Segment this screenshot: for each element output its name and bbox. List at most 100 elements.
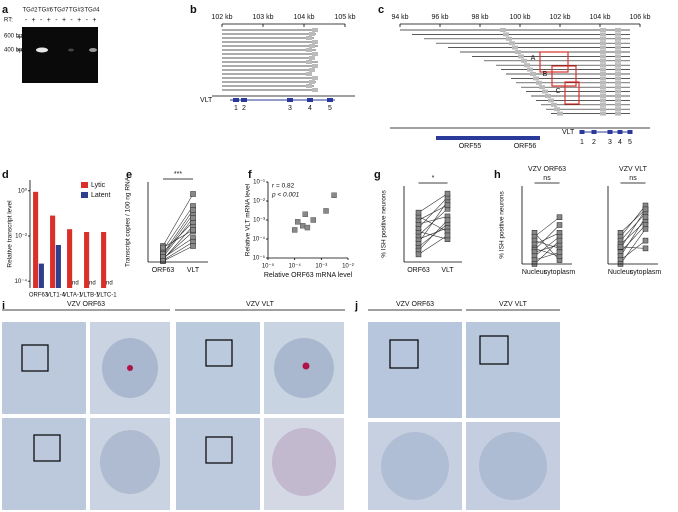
read-exon [600, 32, 606, 37]
point [642, 214, 649, 220]
point [556, 237, 563, 244]
bar [101, 232, 107, 288]
exon-label: 5 [328, 105, 332, 112]
legend-label: Lytic [91, 182, 106, 189]
panel-label: f [248, 169, 252, 181]
read-exon [600, 85, 606, 90]
y-tick-label: 10⁻⁵ [253, 255, 266, 262]
micrograph-title: VZV ORF63 [67, 301, 105, 308]
box-label: A [531, 55, 536, 62]
exon-label: 4 [308, 105, 312, 112]
value-label: nd [106, 281, 113, 287]
exon-label: 1 [234, 105, 238, 112]
pair-line [162, 213, 194, 256]
genome-tick-label: 106 kb [629, 14, 650, 21]
read-exon [600, 107, 606, 112]
lane-label: TG#4 [84, 8, 100, 14]
read-exon [615, 89, 621, 94]
read-exon [533, 76, 539, 81]
box-label: C [555, 88, 560, 95]
y-tick-label: 10⁰ [18, 187, 28, 194]
read-exon [312, 88, 318, 92]
point [302, 211, 308, 217]
read-exon [542, 89, 548, 94]
neuron [272, 428, 336, 496]
read-exon [615, 50, 621, 54]
micrograph-title: VZV ORF63 [396, 301, 434, 308]
pair-line [534, 216, 560, 237]
read-exon [306, 72, 312, 76]
sig-label: * [432, 175, 435, 182]
point [291, 227, 298, 233]
x-tick-label: cytoplasm [630, 269, 662, 276]
exon [591, 130, 597, 134]
pair-line [418, 216, 448, 225]
read-exon [309, 68, 315, 72]
zoom-box [33, 434, 61, 462]
panel-label: g [374, 169, 381, 181]
point [190, 227, 196, 233]
read-exon [309, 80, 315, 84]
read-exon [615, 94, 621, 98]
pair-line [620, 220, 646, 245]
read-exon [615, 45, 621, 50]
point [190, 215, 196, 221]
read-exon [536, 80, 542, 85]
lane-label: TG#2 [22, 8, 38, 14]
gel-band [89, 48, 97, 52]
bar [33, 191, 39, 288]
read-exon [557, 111, 563, 116]
point [190, 243, 196, 249]
point [444, 217, 451, 223]
red-box [551, 65, 577, 87]
pair-line [418, 216, 448, 232]
read-exon [309, 32, 315, 36]
point [323, 208, 329, 214]
x-tick-label: VLTC-1 [96, 293, 117, 299]
read-exon [524, 63, 530, 68]
genome-tick-label: 96 kb [431, 14, 448, 21]
rt-sign: - [25, 17, 28, 24]
neuron [100, 430, 160, 494]
legend-label: Latent [91, 192, 111, 199]
point [444, 202, 451, 208]
read-exon [521, 58, 527, 63]
zoom-box [389, 339, 419, 369]
y-axis-label: Relative VLT mRNA level [245, 183, 252, 256]
point [642, 226, 649, 232]
box-label: B [543, 71, 548, 78]
read-exon [600, 94, 606, 98]
point [299, 223, 306, 229]
genome-tick-label: 104 kb [589, 14, 610, 21]
read-exon [554, 107, 560, 112]
orf-bar [510, 136, 540, 140]
sig-label: ns [629, 175, 637, 182]
neuron [381, 432, 449, 500]
point [310, 217, 317, 223]
point [190, 207, 196, 213]
orf-label: ORF55 [459, 143, 482, 150]
genome-tick-label: 102 kb [549, 14, 570, 21]
read-exon [500, 28, 506, 32]
read-exon [600, 41, 606, 46]
annotation: p < 0.001 [271, 192, 300, 199]
pair-line [162, 193, 194, 247]
read-exon [306, 36, 312, 40]
rt-sign: + [92, 17, 96, 24]
marker-label: 600 bp [4, 34, 23, 40]
pair-line [620, 217, 646, 257]
gel-band [36, 47, 48, 53]
read-exon [615, 32, 621, 37]
panel-label: j [354, 300, 358, 312]
read-exon [615, 63, 621, 68]
y-axis-label: % ISH positive neurons [499, 190, 506, 258]
rt-sign: + [62, 17, 66, 24]
pair-line [418, 208, 448, 236]
zoom-box [205, 339, 233, 367]
genome-tick-label: 104 kb [293, 14, 314, 21]
value-label: nd [89, 281, 96, 287]
pair-line [620, 213, 646, 241]
read-exon [600, 54, 606, 59]
y-tick-label: 10⁻³ [253, 218, 265, 224]
